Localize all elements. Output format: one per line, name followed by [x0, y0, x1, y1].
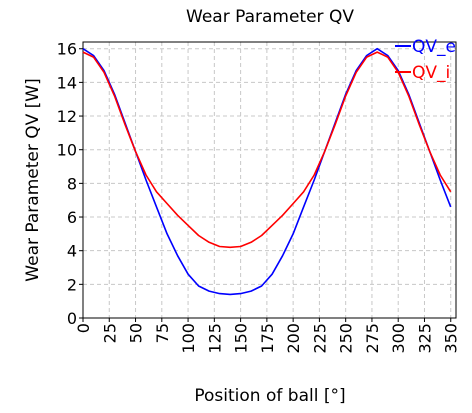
- y-axis-label: Wear Parameter QV [W]: [23, 78, 43, 281]
- y-tick-label: 14: [57, 73, 77, 92]
- y-tick-label: 2: [67, 275, 77, 294]
- x-tick-label: 275: [363, 323, 382, 354]
- chart-title: Wear Parameter QV: [186, 7, 354, 27]
- x-tick-label: 150: [232, 323, 251, 354]
- series-line-qv-e: [82, 47, 452, 296]
- x-tick-label: 175: [258, 323, 277, 354]
- x-tick-label: 100: [179, 323, 198, 354]
- x-tick-label: 125: [205, 323, 224, 354]
- x-tick-label: 25: [100, 323, 119, 343]
- x-tick-label: 250: [337, 323, 356, 354]
- plot-frame: [82, 41, 457, 319]
- y-axis-ticks: 0 2 4 6 8 10 12 14 16: [57, 40, 83, 328]
- legend-label-qv-i: QV_i: [412, 63, 450, 83]
- y-tick-label: 16: [57, 40, 77, 59]
- y-tick-label: 12: [57, 107, 77, 126]
- x-tick-label: 50: [127, 323, 146, 343]
- legend-label-qv-e: QV_e: [412, 37, 456, 57]
- y-tick-label: 4: [67, 242, 77, 261]
- x-tick-label: 300: [389, 323, 408, 354]
- y-tick-label: 0: [67, 309, 77, 328]
- x-tick-label: 350: [442, 323, 461, 354]
- x-axis-label: Position of ball [°]: [194, 386, 345, 406]
- x-tick-label: 325: [415, 323, 434, 354]
- x-tick-label: 0: [74, 323, 93, 333]
- x-tick-label: 225: [310, 323, 329, 354]
- legend: QV_e QV_i: [395, 37, 456, 83]
- x-axis-ticks: 0 25 50 75 100 125 150 175 200 225 250 275 300 325 350: [74, 318, 461, 354]
- series-line-qv-i: [82, 51, 452, 249]
- x-tick-label: 200: [284, 323, 303, 354]
- x-tick-label: 75: [153, 323, 172, 343]
- y-tick-label: 8: [67, 174, 77, 193]
- y-tick-label: 10: [57, 141, 77, 160]
- y-tick-label: 6: [67, 208, 77, 227]
- series-layer: [82, 47, 452, 296]
